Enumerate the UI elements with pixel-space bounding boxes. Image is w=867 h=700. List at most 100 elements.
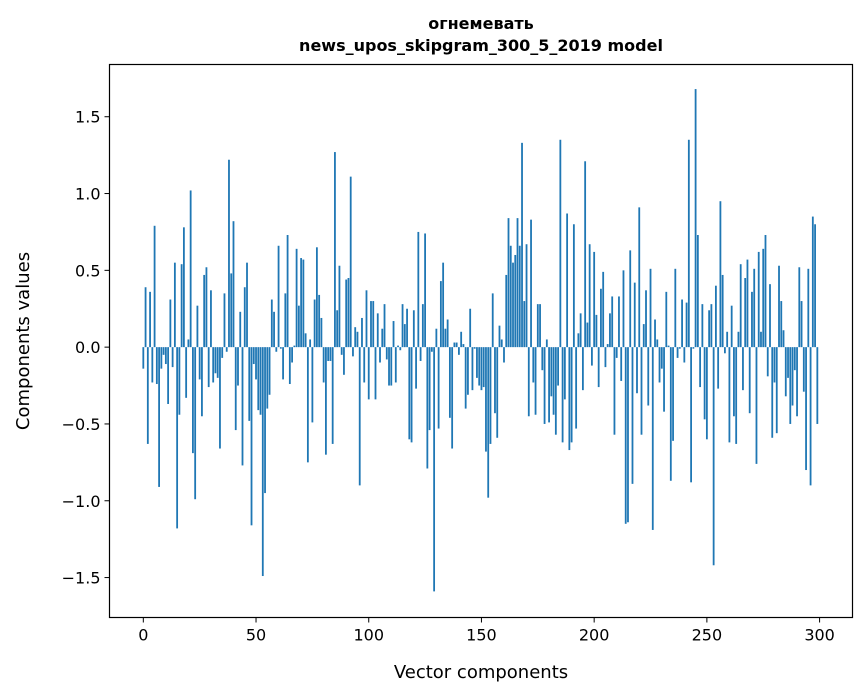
bar-245 bbox=[694, 89, 697, 348]
bar-55 bbox=[266, 347, 269, 409]
bar-151 bbox=[482, 347, 485, 388]
bar-238 bbox=[678, 347, 681, 349]
bar-31 bbox=[212, 347, 215, 383]
bar-298 bbox=[814, 224, 816, 348]
bar-99 bbox=[365, 290, 368, 348]
bar-56 bbox=[268, 347, 271, 395]
bar-283 bbox=[780, 301, 783, 348]
bar-269 bbox=[748, 347, 751, 414]
bar-243 bbox=[690, 347, 692, 483]
bar-3 bbox=[149, 291, 151, 348]
bar-142 bbox=[462, 344, 465, 348]
bar-244 bbox=[692, 347, 695, 349]
bar-153 bbox=[487, 347, 490, 498]
bar-146 bbox=[471, 347, 474, 391]
bar-76 bbox=[313, 299, 316, 348]
bar-62 bbox=[282, 347, 284, 380]
bar-123 bbox=[419, 347, 422, 361]
bar-169 bbox=[523, 301, 526, 348]
bar-2 bbox=[146, 347, 149, 444]
bar-210 bbox=[615, 347, 618, 358]
bar-251 bbox=[708, 310, 711, 348]
x-tick-label: 150 bbox=[466, 626, 497, 645]
bar-15 bbox=[176, 347, 179, 529]
bar-186 bbox=[561, 347, 564, 443]
bar-288 bbox=[791, 347, 794, 406]
chart-title-model: news_upos_skipgram_300_5_2019 model bbox=[299, 36, 663, 55]
bar-294 bbox=[805, 347, 807, 471]
bar-168 bbox=[521, 142, 523, 348]
bar-157 bbox=[496, 347, 499, 438]
bar-104 bbox=[376, 313, 379, 348]
bar-109 bbox=[388, 347, 390, 386]
bar-97 bbox=[361, 317, 363, 348]
bar-112 bbox=[394, 347, 397, 383]
bar-133 bbox=[442, 262, 445, 348]
bar-25 bbox=[198, 347, 201, 380]
bar-60 bbox=[277, 245, 280, 348]
bar-242 bbox=[687, 139, 690, 348]
bar-252 bbox=[710, 304, 713, 348]
x-tick-label: 100 bbox=[353, 626, 384, 645]
bar-180 bbox=[548, 347, 550, 423]
bar-215 bbox=[627, 347, 629, 523]
bar-158 bbox=[498, 325, 501, 348]
bar-14 bbox=[173, 262, 176, 348]
bar-103 bbox=[374, 347, 377, 400]
bar-203 bbox=[600, 288, 602, 348]
bar-67 bbox=[293, 345, 296, 348]
bar-61 bbox=[279, 347, 282, 349]
bar-218 bbox=[633, 282, 636, 348]
bar-84 bbox=[331, 347, 334, 444]
bar-119 bbox=[410, 347, 413, 443]
bar-100 bbox=[367, 347, 370, 400]
bar-135 bbox=[446, 319, 449, 348]
chart-title-word: огнемевать bbox=[428, 14, 534, 33]
bar-263 bbox=[735, 347, 738, 444]
x-tick-label: 50 bbox=[246, 626, 266, 645]
bar-233 bbox=[667, 345, 670, 348]
bar-191 bbox=[572, 224, 575, 348]
bar-295 bbox=[807, 268, 810, 348]
bar-43 bbox=[239, 311, 242, 348]
bar-45 bbox=[243, 287, 246, 348]
bar-187 bbox=[563, 347, 566, 400]
bar-198 bbox=[588, 244, 591, 348]
bar-139 bbox=[455, 342, 458, 348]
bar-212 bbox=[620, 347, 623, 381]
bar-79 bbox=[320, 317, 323, 348]
bar-183 bbox=[554, 347, 557, 435]
bar-41 bbox=[234, 347, 237, 431]
x-tick-label: 200 bbox=[579, 626, 610, 645]
bar-172 bbox=[530, 219, 532, 348]
bar-16 bbox=[178, 347, 181, 415]
y-tick-label: −1.0 bbox=[62, 492, 101, 511]
bar-53 bbox=[261, 347, 264, 577]
bar-49 bbox=[252, 347, 255, 365]
bar-81 bbox=[325, 347, 327, 455]
bar-260 bbox=[728, 347, 731, 443]
bar-92 bbox=[349, 176, 352, 348]
bar-181 bbox=[550, 347, 553, 397]
y-tick-label: 0.5 bbox=[75, 261, 100, 280]
bar-236 bbox=[674, 268, 677, 348]
bar-23 bbox=[194, 347, 197, 500]
bar-220 bbox=[638, 207, 641, 348]
bar-11 bbox=[167, 347, 170, 404]
bar-36 bbox=[223, 293, 226, 348]
bar-5 bbox=[153, 225, 156, 348]
bar-190 bbox=[570, 347, 573, 443]
bar-85 bbox=[334, 152, 336, 348]
bar-111 bbox=[392, 321, 395, 348]
bar-147 bbox=[473, 347, 476, 349]
bar-155 bbox=[491, 293, 494, 348]
bar-40 bbox=[232, 221, 235, 348]
bar-121 bbox=[415, 347, 417, 389]
bar-89 bbox=[343, 347, 345, 375]
bar-234 bbox=[669, 347, 672, 481]
y-tick-label: 1.0 bbox=[75, 185, 100, 204]
y-tick-label: −0.5 bbox=[62, 415, 101, 434]
bar-154 bbox=[489, 347, 492, 444]
bar-20 bbox=[187, 339, 190, 348]
bar-64 bbox=[286, 235, 289, 348]
